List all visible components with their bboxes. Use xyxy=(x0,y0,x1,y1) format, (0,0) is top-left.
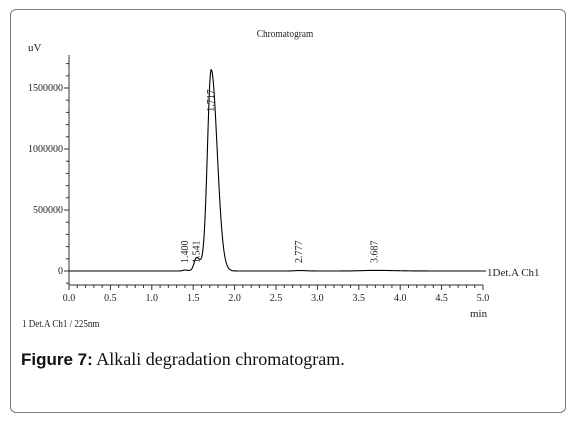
x-axis-label: min xyxy=(470,308,488,320)
x-tick-label: 0.0 xyxy=(63,293,76,304)
detector-note: 1 Det.A Ch1 / 225nm xyxy=(22,318,100,330)
x-tick-label: 3.5 xyxy=(353,293,366,304)
y-tick-label: 1000000 xyxy=(28,144,63,155)
peak-label: 1.541 xyxy=(192,241,203,264)
caption-label: Figure 7: xyxy=(21,350,93,369)
x-tick-label: 3.0 xyxy=(311,293,324,304)
x-tick-label: 4.0 xyxy=(394,293,407,304)
y-axis-label: uV xyxy=(28,42,42,54)
caption-text: Alkali degradation chromatogram. xyxy=(92,349,345,369)
x-tick-label: 0.5 xyxy=(104,293,117,304)
y-tick-label: 0 xyxy=(58,266,63,277)
marks: 1.400 1.541 1.717 2.777 3.687 xyxy=(69,69,486,272)
x-tick-label: 2.5 xyxy=(270,293,283,304)
peak-label: 3.687 xyxy=(369,241,380,264)
x-tick-label: 1.0 xyxy=(146,293,159,304)
chart-title: Chromatogram xyxy=(257,28,314,40)
y-tick-label: 1500000 xyxy=(28,83,63,94)
x-tick-label: 4.5 xyxy=(435,293,448,304)
x-tick-label: 1.5 xyxy=(187,293,200,304)
series-label: 1Det.A Ch1 xyxy=(487,267,540,279)
peak-label: 2.777 xyxy=(294,241,305,264)
figure-caption: Figure 7: Alkali degradation chromatogra… xyxy=(21,349,345,370)
x-tick-label: 2.0 xyxy=(228,293,241,304)
peak-label: 1.400 xyxy=(180,241,191,264)
chromatogram-trace xyxy=(69,69,483,272)
axes: 0.0 0.5 1.0 1.5 2.0 2.5 3.0 3.5 4.0 4.5 5.0 0 500000… xyxy=(28,55,489,304)
figure-frame xyxy=(10,9,566,413)
y-tick-label: 500000 xyxy=(33,205,63,216)
peak-label: 1.717 xyxy=(206,89,217,112)
x-tick-label: 5.0 xyxy=(477,293,490,304)
